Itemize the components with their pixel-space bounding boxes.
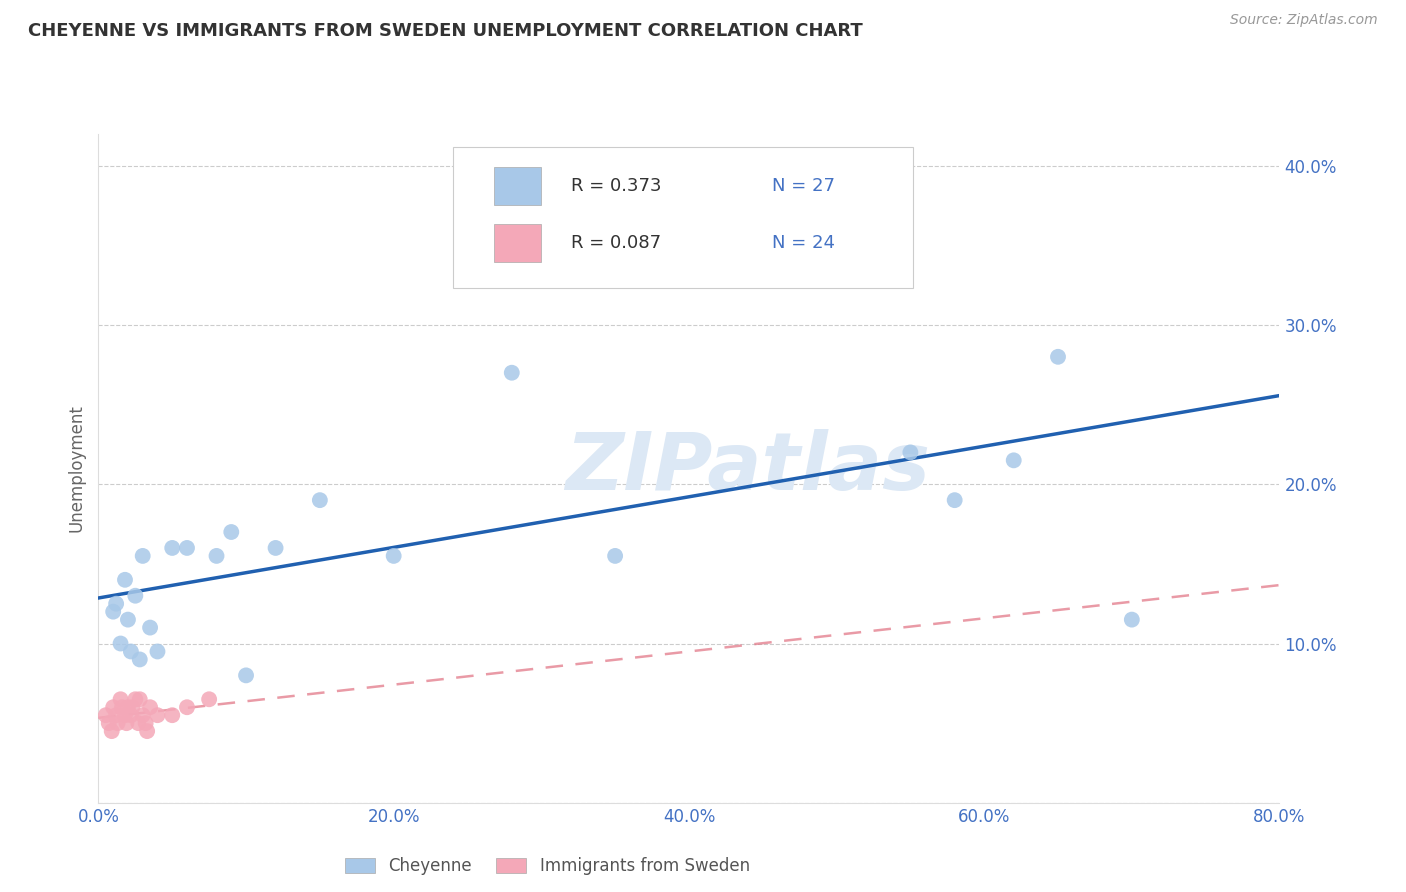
Point xyxy=(219,524,242,539)
Point xyxy=(105,708,128,723)
Point xyxy=(132,708,155,723)
Point xyxy=(120,708,142,723)
Point xyxy=(198,692,221,706)
FancyBboxPatch shape xyxy=(453,147,914,288)
Point xyxy=(176,700,198,714)
Point xyxy=(1121,613,1143,627)
Point xyxy=(117,700,139,714)
Legend: Cheyenne, Immigrants from Sweden: Cheyenne, Immigrants from Sweden xyxy=(337,850,756,881)
Point xyxy=(127,716,149,731)
Point xyxy=(128,692,150,706)
Point xyxy=(501,366,523,380)
Point xyxy=(136,724,159,739)
FancyBboxPatch shape xyxy=(494,168,541,205)
Point xyxy=(264,541,287,555)
Point xyxy=(943,493,966,508)
Point xyxy=(146,708,169,723)
Point xyxy=(97,716,120,731)
Point xyxy=(1002,453,1025,467)
Point xyxy=(100,724,122,739)
Point xyxy=(162,708,183,723)
Point xyxy=(120,644,142,658)
Point xyxy=(132,549,155,563)
Point xyxy=(135,716,157,731)
Point xyxy=(605,549,627,563)
Text: N = 27: N = 27 xyxy=(772,177,835,195)
Point xyxy=(110,692,132,706)
Point xyxy=(382,549,405,563)
Point xyxy=(309,493,332,508)
Point xyxy=(900,445,922,459)
Point xyxy=(648,238,671,252)
Point xyxy=(128,652,150,666)
Text: N = 24: N = 24 xyxy=(772,235,835,252)
Point xyxy=(103,605,125,619)
Point xyxy=(114,708,136,723)
Point xyxy=(114,573,136,587)
Point xyxy=(124,589,146,603)
Point xyxy=(1046,350,1069,364)
Point xyxy=(235,668,257,682)
Text: ZIPatlas: ZIPatlas xyxy=(565,429,931,508)
Point xyxy=(205,549,228,563)
Point xyxy=(146,644,169,658)
Point xyxy=(110,636,132,650)
Y-axis label: Unemployment: Unemployment xyxy=(67,404,86,533)
Point xyxy=(176,541,198,555)
Point xyxy=(124,692,146,706)
Point xyxy=(103,700,125,714)
Text: R = 0.373: R = 0.373 xyxy=(571,177,661,195)
FancyBboxPatch shape xyxy=(494,225,541,262)
Point xyxy=(94,708,117,723)
Point xyxy=(162,541,183,555)
Point xyxy=(139,621,162,635)
Point xyxy=(105,597,128,611)
Point xyxy=(107,716,129,731)
Point xyxy=(121,700,143,714)
Point xyxy=(117,613,139,627)
Text: R = 0.087: R = 0.087 xyxy=(571,235,661,252)
Point xyxy=(115,716,138,731)
Text: CHEYENNE VS IMMIGRANTS FROM SWEDEN UNEMPLOYMENT CORRELATION CHART: CHEYENNE VS IMMIGRANTS FROM SWEDEN UNEMP… xyxy=(28,22,863,40)
Point xyxy=(139,700,162,714)
Point xyxy=(111,700,134,714)
Text: Source: ZipAtlas.com: Source: ZipAtlas.com xyxy=(1230,13,1378,28)
